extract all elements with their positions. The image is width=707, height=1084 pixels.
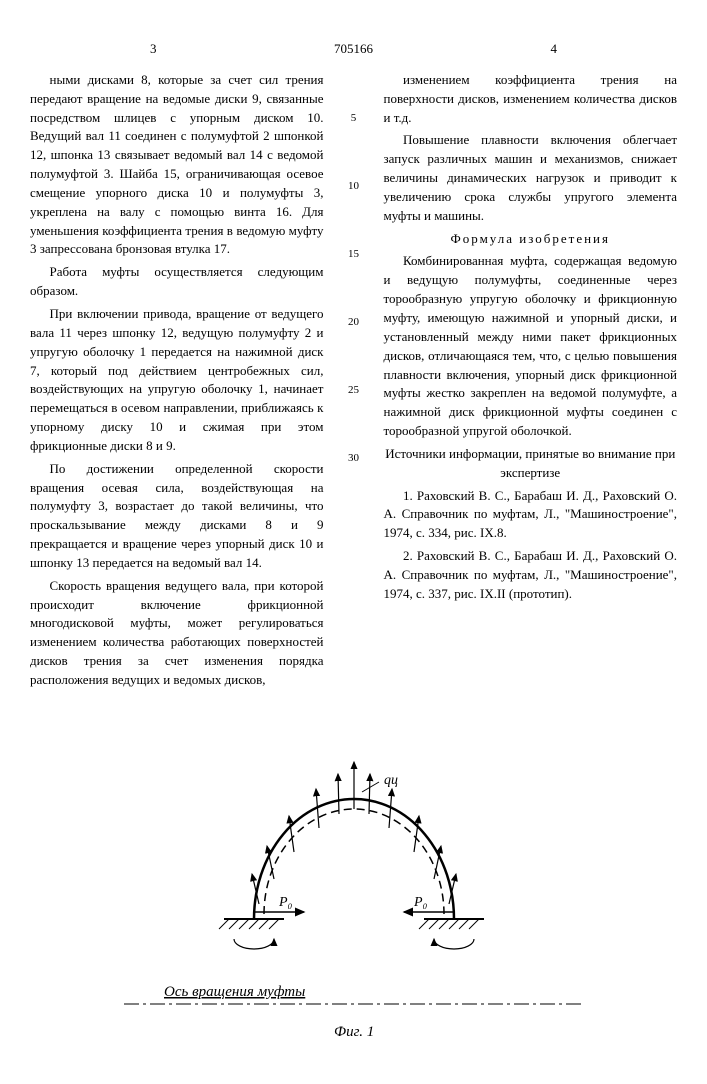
line-num: 20 (348, 315, 359, 331)
doc-number: 705166 (334, 40, 373, 59)
source: 1. Раховский В. С., Барабаш И. Д., Рахов… (384, 487, 678, 544)
left-column: ными дисками 8, которые за счет сил трен… (30, 71, 324, 694)
formula-title: Формула изобретения (384, 230, 678, 249)
figure-1: P₀ P₀ qц Ось вращения муфты Фиг. 1 (30, 724, 677, 1044)
line-numbers: 5 10 15 20 25 30 (344, 71, 364, 694)
para: Комбинированная муфта, содержащая ведому… (384, 252, 678, 440)
figure-svg: P₀ P₀ qц Ось вращения муфты Фиг. 1 (104, 724, 604, 1044)
line-num: 5 (351, 111, 357, 127)
line-num: 30 (348, 451, 359, 467)
para: изменением коэффициента трения на поверх… (384, 71, 678, 128)
sources-title: Источники информации, принятые во вниман… (384, 445, 678, 483)
page-num-left: 3 (150, 40, 157, 59)
line-num: 25 (348, 383, 359, 399)
line-num: 10 (348, 179, 359, 195)
label-qc: qц (384, 773, 398, 788)
page-header: 3 705166 4 (30, 40, 677, 59)
para: Работа муфты осуществляется следующим об… (30, 263, 324, 301)
para: Скорость вращения ведущего вала, при кот… (30, 577, 324, 690)
text-columns: ными дисками 8, которые за счет сил трен… (30, 71, 677, 694)
page-num-right: 4 (551, 40, 558, 59)
right-column: изменением коэффициента трения на поверх… (384, 71, 678, 694)
axis-label: Ось вращения муфты (164, 984, 305, 1000)
hatch-left-icon (219, 919, 284, 929)
source: 2. Раховский В. С., Барабаш И. Д., Рахов… (384, 547, 678, 604)
para: При включении привода, вращение от ведущ… (30, 305, 324, 456)
label-p0-right: P₀ (413, 895, 428, 910)
line-num: 15 (348, 247, 359, 263)
hatch-right-icon (419, 919, 484, 929)
label-p0-left: P₀ (278, 895, 293, 910)
para: ными дисками 8, которые за счет сил трен… (30, 71, 324, 259)
para: По достижении определенной скорости вращ… (30, 460, 324, 573)
para: Повышение плавности включения облегчает … (384, 131, 678, 225)
fig-num: Фиг. 1 (334, 1024, 374, 1040)
